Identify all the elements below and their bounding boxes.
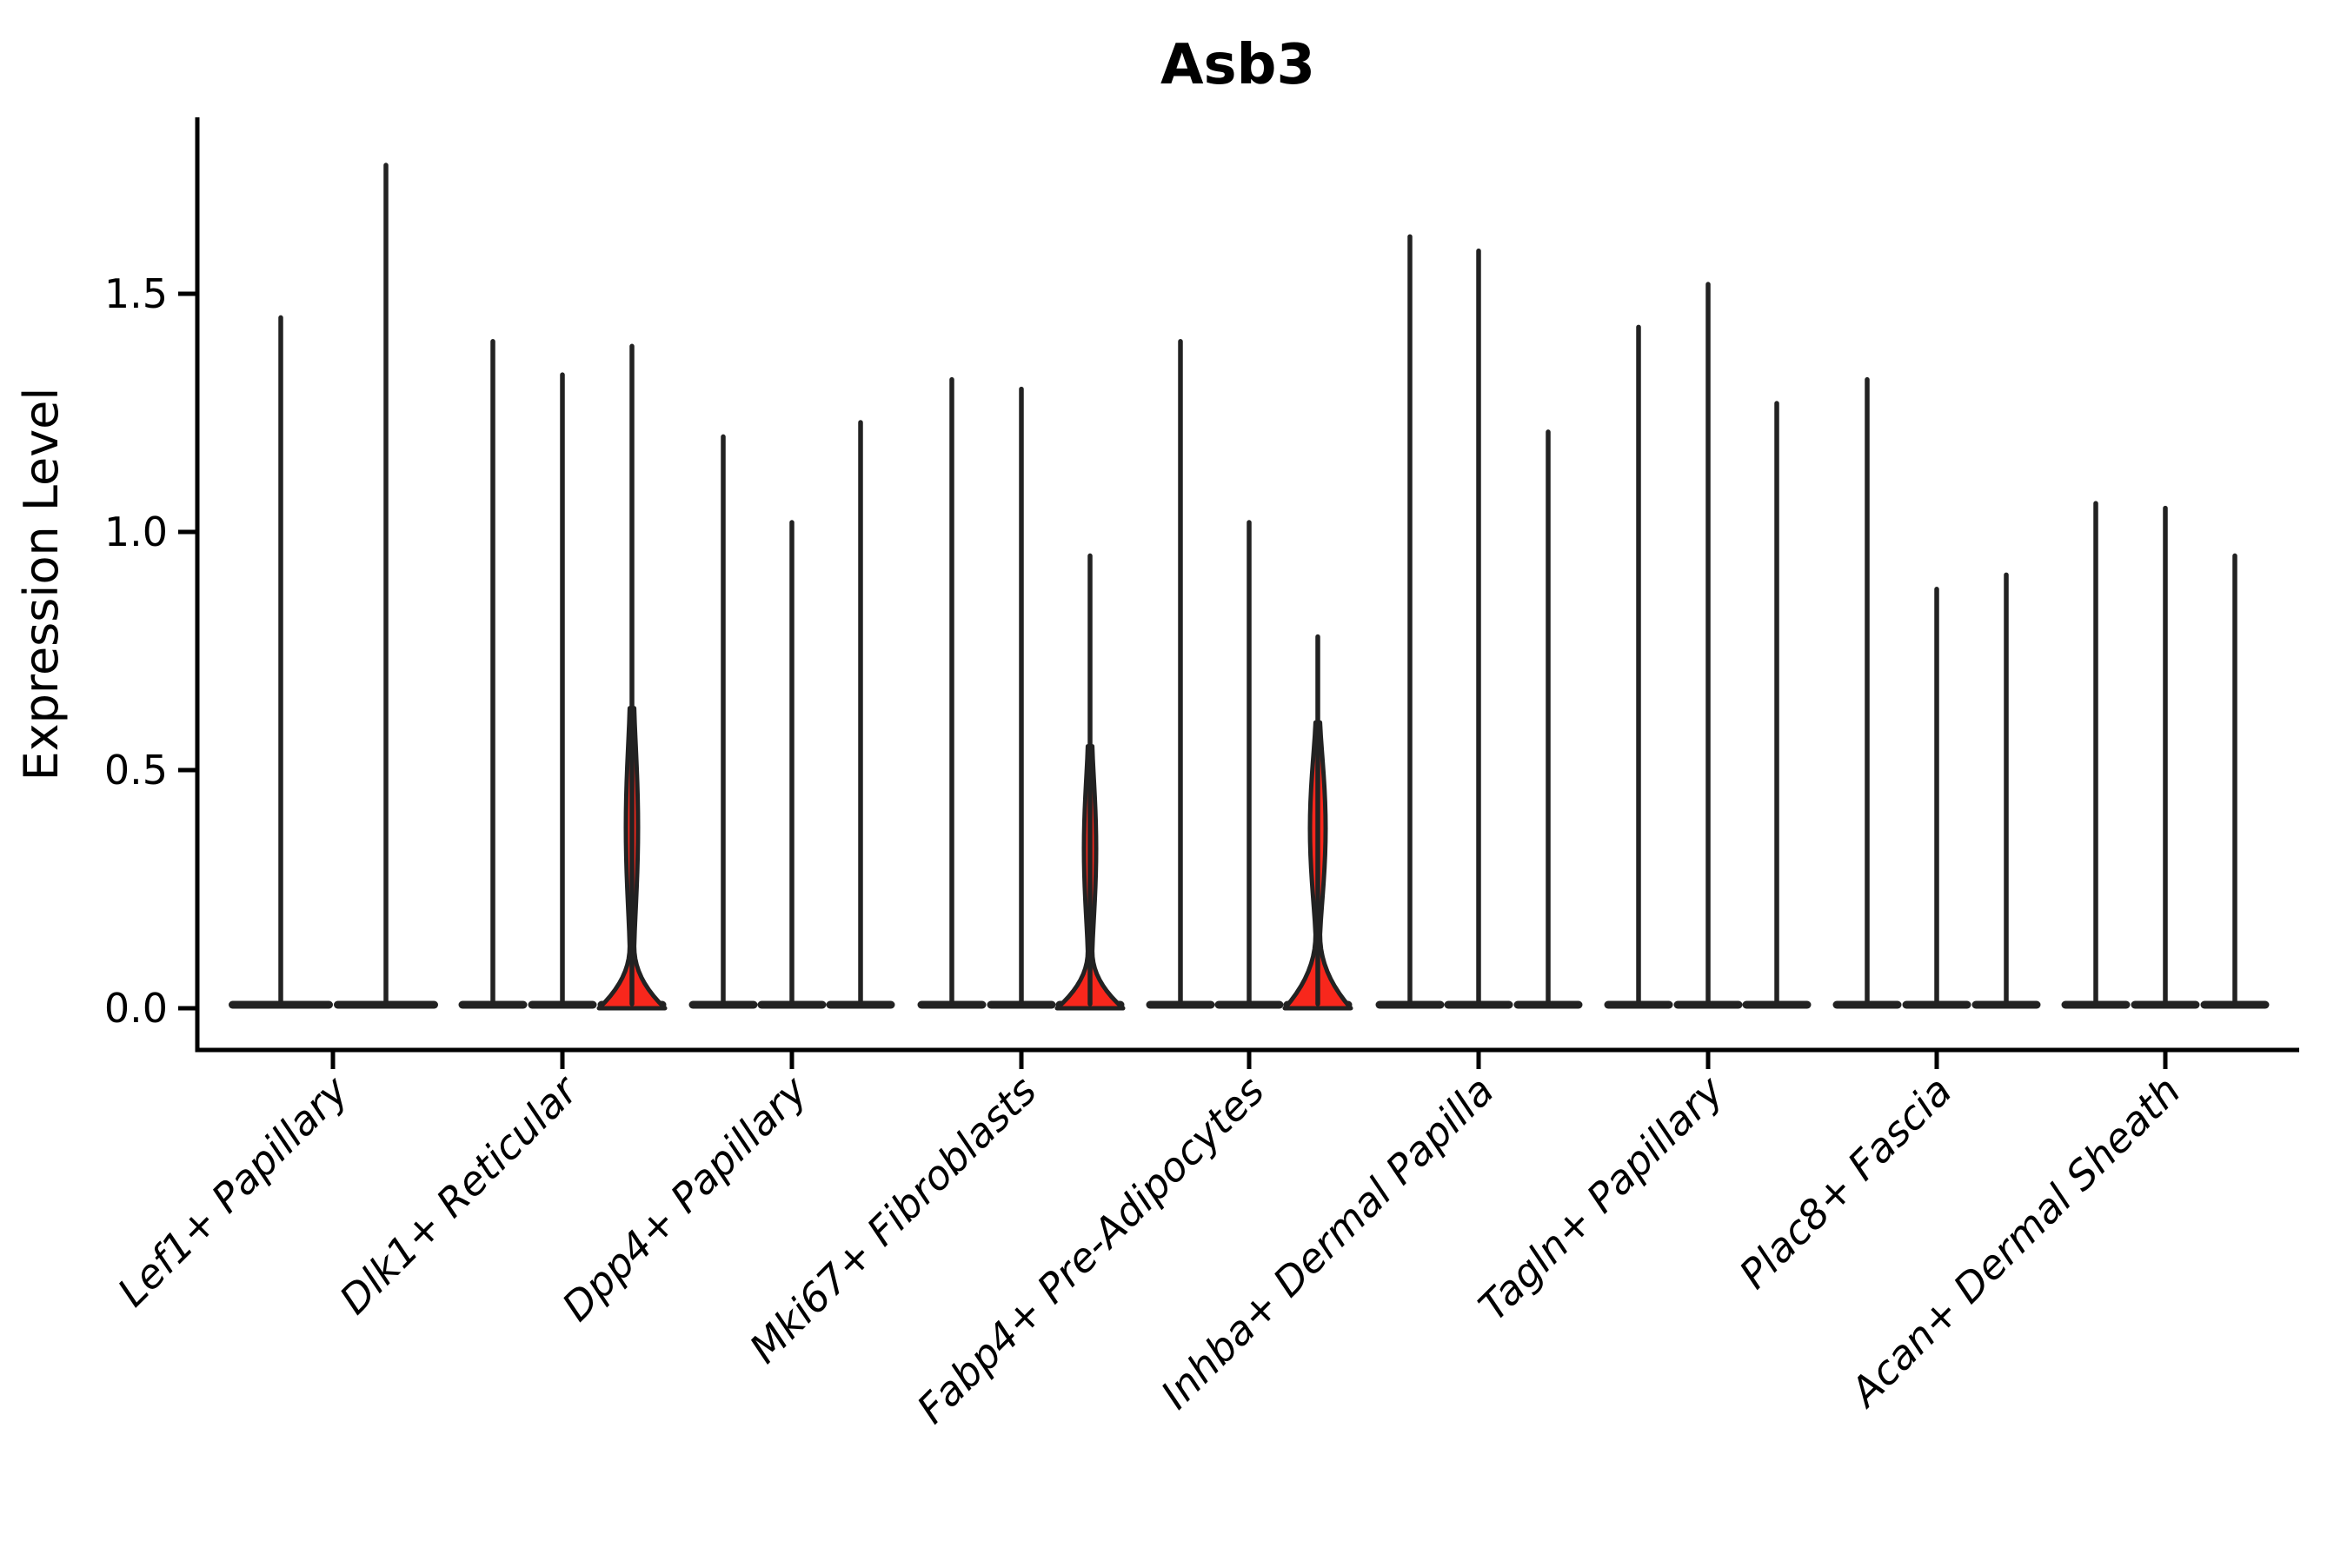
x-tick-label: Dlk1+ Reticular [330,1065,588,1323]
x-tick-label: Plac8+ Fascia [1730,1067,1960,1298]
x-tick-label: Tagln+ Papillary [1469,1066,1732,1330]
y-axis-label: Expression Level [14,388,69,781]
violin-group [688,420,895,1009]
y-tick-label: 1.5 [104,270,168,317]
y-tick-label: 0.5 [104,747,168,794]
violin-group [1375,234,1583,1009]
violin-group [458,339,668,1011]
violin-layer [229,163,2270,1011]
plot-title: Asb3 [1160,33,1315,97]
violin-group [917,376,1126,1011]
violin-group [1146,339,1353,1011]
y-tick-label: 1.0 [104,508,168,555]
violin-group [229,163,438,1009]
violin-group [2061,501,2270,1009]
x-tick-label: Dpp4+ Papillary [553,1066,816,1330]
violin-group [1832,376,2041,1009]
violin-group [1604,282,1812,1009]
x-tick-label: Lef1+ Papillary [109,1066,357,1315]
y-tick-label: 0.0 [104,985,168,1032]
